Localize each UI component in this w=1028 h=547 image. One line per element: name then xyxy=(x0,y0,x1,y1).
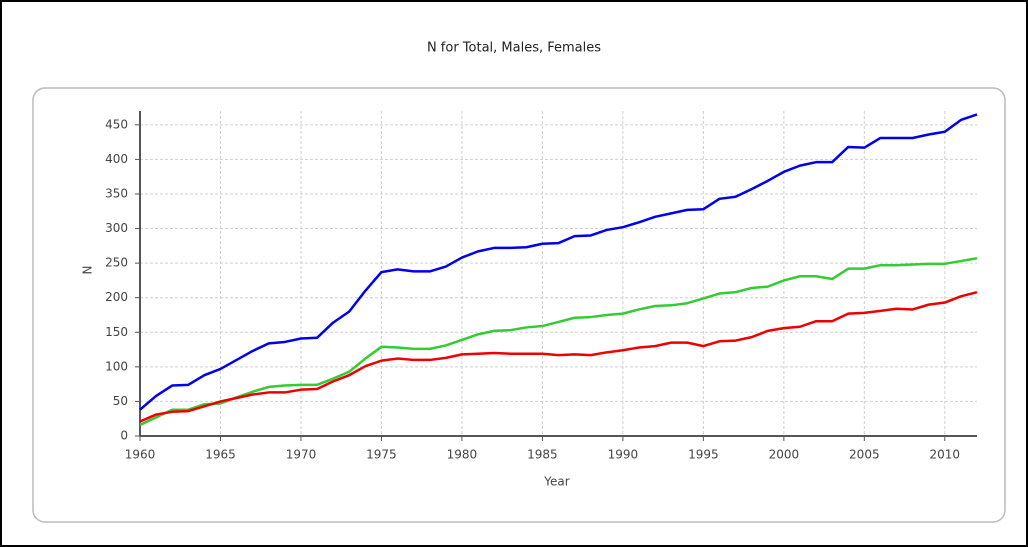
x-tick-label: 1980 xyxy=(447,448,478,462)
x-tick-label: 2010 xyxy=(930,448,961,462)
x-axis-label: Year xyxy=(543,475,569,489)
y-tick-label: 400 xyxy=(105,152,128,166)
plot-panel xyxy=(32,87,1006,523)
x-tick-label: 1965 xyxy=(205,448,236,462)
chart-title: N for Total, Males, Females xyxy=(427,41,601,56)
y-tick-label: 150 xyxy=(105,325,128,339)
y-tick-label: 0 xyxy=(120,429,128,443)
x-tick-label: 1960 xyxy=(125,448,156,462)
y-axis-label: N xyxy=(81,266,95,275)
x-tick-label: 1995 xyxy=(688,448,719,462)
data-line xyxy=(139,113,978,411)
x-tick-label: 1985 xyxy=(527,448,558,462)
x-tick-label: 1990 xyxy=(608,448,639,462)
x-tick-label: 1970 xyxy=(286,448,317,462)
y-tick-label: 300 xyxy=(105,221,128,235)
x-tick-label: 1975 xyxy=(366,448,397,462)
y-tick-label: 50 xyxy=(113,394,128,408)
x-tick-label: 2005 xyxy=(849,448,880,462)
x-tick-label: 2000 xyxy=(769,448,800,462)
data-line xyxy=(139,290,978,423)
y-tick-label: 250 xyxy=(105,256,128,270)
y-tick-label: 450 xyxy=(105,117,128,131)
data-line xyxy=(139,257,978,427)
y-tick-label: 200 xyxy=(105,290,128,304)
y-tick-label: 350 xyxy=(105,186,128,200)
y-tick-label: 100 xyxy=(105,359,128,373)
